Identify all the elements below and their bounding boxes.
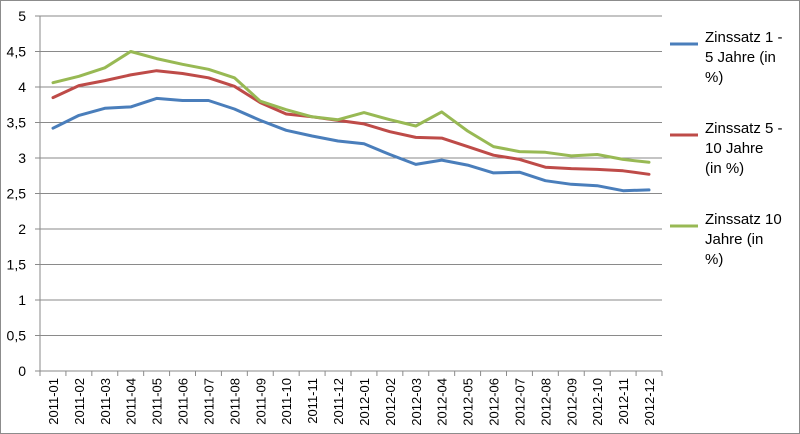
legend-label: Jahre (in [705,231,763,248]
x-tick-label: 2012-06 [487,378,502,426]
series-line-2 [51,69,651,176]
x-tick-label: 2012-01 [357,378,372,426]
y-tick-label: 3,5 [7,115,27,131]
x-tick-label: 2011-07 [201,378,216,425]
legend-label: 5 Jahre (in [705,49,776,66]
x-tick-label: 2011-05 [150,378,165,425]
legend-label: (in %) [705,160,744,177]
x-tick-label: 2012-03 [409,378,424,426]
y-tick-label: 0,5 [7,328,27,344]
series-line-1 [51,96,651,193]
x-tick-label: 2012-05 [461,378,476,426]
axes [35,15,663,376]
x-tick-label: 2011-02 [72,378,87,425]
x-tick-label: 2011-10 [279,378,294,425]
x-tick-label: 2011-06 [176,378,191,425]
x-tick-label: 2011-03 [98,378,113,425]
legend-label: Zinssatz 5 - [705,120,783,137]
x-tick-label: 2012-12 [642,378,657,426]
legend-label: 10 Jahre [705,140,763,157]
y-tick-label: 0 [18,363,26,379]
x-tick-label: 2012-11 [616,378,631,425]
y-tick-label: 1 [18,292,26,308]
x-tick-label: 2011-04 [124,378,139,425]
x-tick-label: 2012-10 [590,378,605,426]
x-tick-label: 2011-08 [227,378,242,425]
x-tick-label: 2012-07 [512,378,527,426]
x-tick-label: 2011-12 [331,378,346,425]
x-tick-label: 2011-11 [305,378,320,424]
y-tick-label: 4 [18,79,26,95]
x-tick-label: 2012-08 [538,378,553,426]
legend: Zinssatz 1 - 5 Jahre (in%) Zinssatz 5 - 10 … [670,29,783,268]
y-tick-label: 5 [18,8,26,24]
y-tick-label: 3 [18,150,26,166]
series-lines [51,50,651,193]
x-tick-label: 2011-09 [253,378,268,425]
x-tick-label: 2012-02 [383,378,398,426]
y-tick-label: 1,5 [7,257,27,273]
gridlines [40,15,662,336]
legend-label: Zinssatz 10 [705,211,782,228]
x-tick-label: 2012-09 [564,378,579,426]
x-tick-label: 2012-04 [435,378,450,426]
y-tick-label: 2 [18,221,26,237]
y-axis-tick-labels: 0 0,5 1 1,5 2 2,5 3 3,5 4 4,5 5 [7,8,27,379]
x-tick-label: 2011-01 [46,378,61,425]
legend-label: %) [705,69,723,86]
y-tick-label: 2,5 [7,186,27,202]
series-line-3 [51,50,651,164]
y-tick-label: 4,5 [7,44,27,60]
legend-label: %) [705,251,723,268]
x-axis-tick-labels: 2011-01 2011-02 2011-03 2011-04 2011-05 2011-… [46,378,657,426]
legend-label: Zinssatz 1 - [705,29,783,46]
